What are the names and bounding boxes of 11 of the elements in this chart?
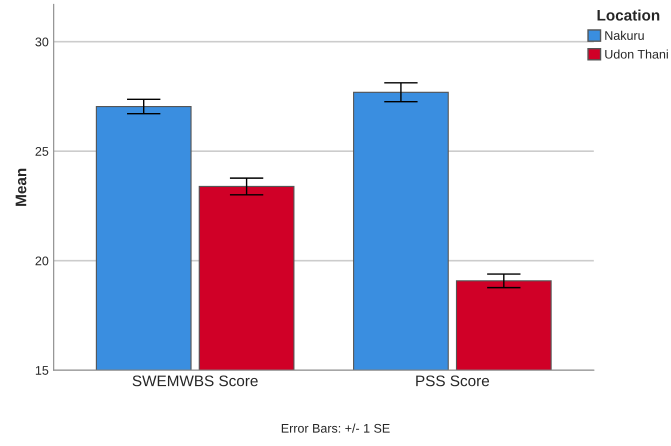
y-tick-label: 15: [36, 366, 48, 375]
legend-label: Nakuru: [605, 30, 644, 40]
y-tick-label: 25: [36, 146, 48, 156]
y-axis-title: Mean: [16, 168, 26, 206]
x-tick-label: PSS Score: [416, 375, 490, 386]
text: Error Bars: +/- 1 SE: [282, 424, 390, 433]
y-tick-label: 30: [35, 37, 48, 46]
legend-title: Location: [598, 9, 660, 21]
y-tick-label: 20: [36, 256, 48, 266]
legend-label: Udon Thani: [605, 49, 668, 59]
x-tick-label: SWEMWBS Score: [132, 375, 258, 386]
